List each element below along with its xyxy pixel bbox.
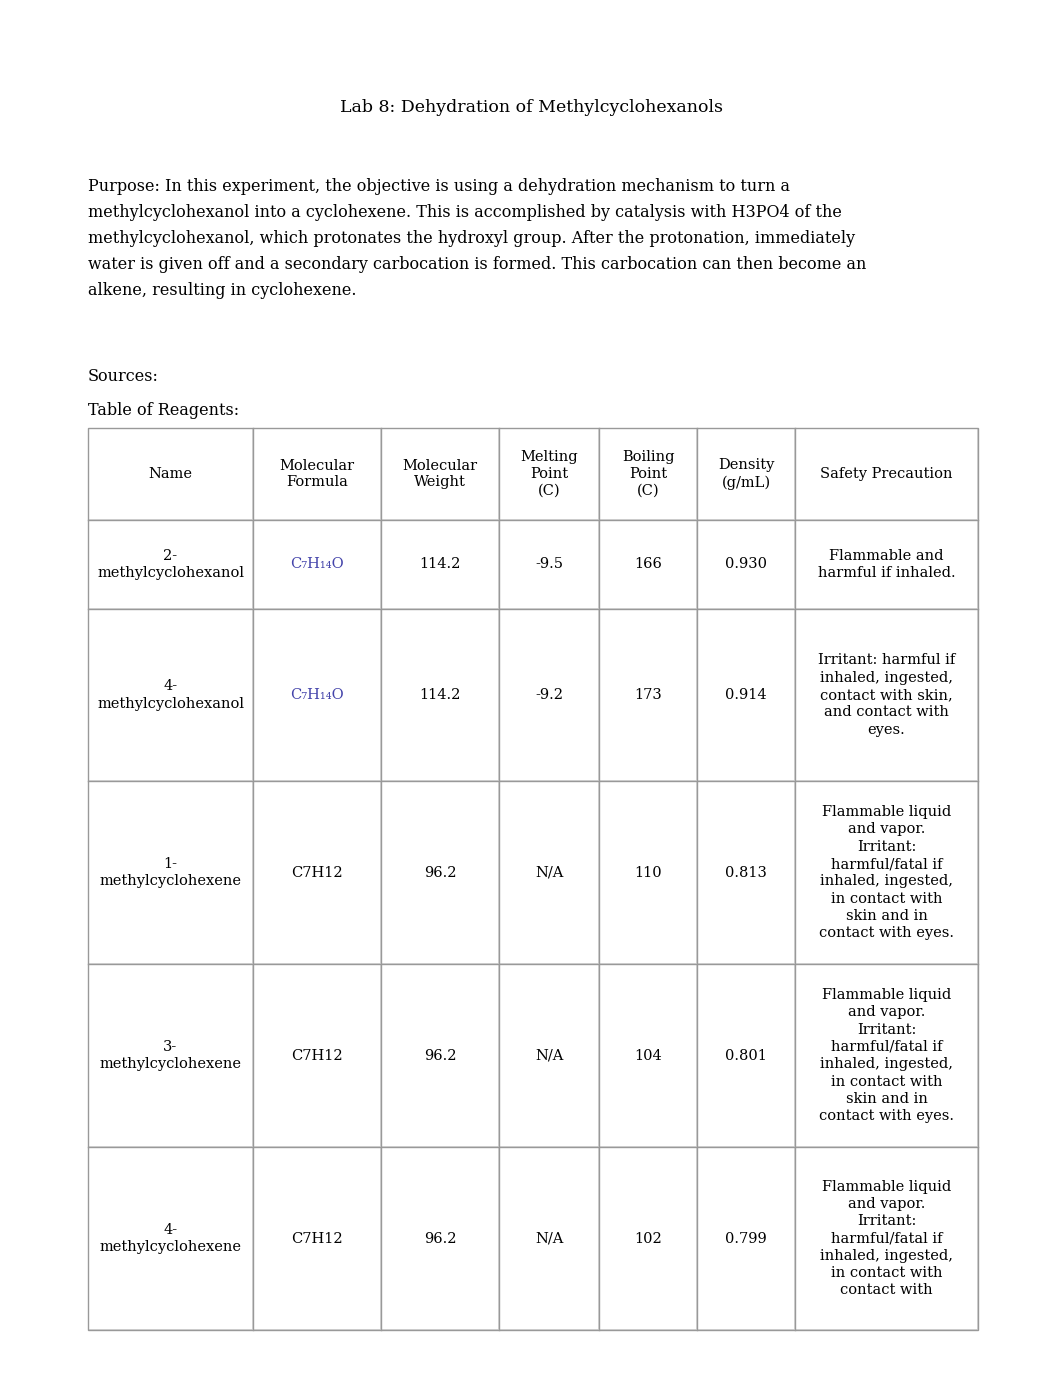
Bar xyxy=(89,610,252,781)
Bar xyxy=(698,430,794,519)
Bar xyxy=(89,430,252,519)
Text: Lab 8: Dehydration of Methylcyclohexanols: Lab 8: Dehydration of Methylcyclohexanol… xyxy=(340,99,722,117)
Text: 114.2: 114.2 xyxy=(419,688,461,702)
Bar xyxy=(89,965,252,1146)
Bar xyxy=(254,965,380,1146)
Text: 173: 173 xyxy=(634,688,662,702)
Bar xyxy=(600,430,696,519)
Text: 2-
methylcyclohexanol: 2- methylcyclohexanol xyxy=(97,549,244,580)
Text: -9.2: -9.2 xyxy=(535,688,563,702)
Text: Boiling
Point
(C): Boiling Point (C) xyxy=(621,450,674,497)
Text: N/A: N/A xyxy=(535,866,563,880)
Bar xyxy=(796,430,977,519)
Text: 0.801: 0.801 xyxy=(725,1049,767,1063)
Bar xyxy=(254,1148,380,1329)
Text: 104: 104 xyxy=(634,1049,662,1063)
Text: Purpose: In this experiment, the objective is using a dehydration mechanism to t: Purpose: In this experiment, the objecti… xyxy=(88,178,790,196)
Text: -9.5: -9.5 xyxy=(535,558,563,571)
Bar xyxy=(796,782,977,963)
Bar xyxy=(500,430,598,519)
Text: N/A: N/A xyxy=(535,1231,563,1246)
Text: Molecular
Formula: Molecular Formula xyxy=(279,459,355,489)
Text: Flammable liquid
and vapor.
Irritant:
harmful/fatal if
inhaled, ingested,
in con: Flammable liquid and vapor. Irritant: ha… xyxy=(820,1180,953,1297)
Bar xyxy=(88,428,978,1330)
Bar xyxy=(254,430,380,519)
Text: 96.2: 96.2 xyxy=(424,1049,457,1063)
Bar xyxy=(89,1148,252,1329)
Text: 102: 102 xyxy=(634,1231,662,1246)
Text: 166: 166 xyxy=(634,558,662,571)
Text: Flammable and
harmful if inhaled.: Flammable and harmful if inhaled. xyxy=(818,549,956,580)
Bar xyxy=(500,1148,598,1329)
Bar xyxy=(500,782,598,963)
Text: Flammable liquid
and vapor.
Irritant:
harmful/fatal if
inhaled, ingested,
in con: Flammable liquid and vapor. Irritant: ha… xyxy=(819,989,954,1124)
Bar xyxy=(796,965,977,1146)
Text: C₇H₁₄O: C₇H₁₄O xyxy=(290,558,344,571)
Bar xyxy=(698,1148,794,1329)
Text: Table of Reagents:: Table of Reagents: xyxy=(88,402,239,419)
Text: methylcyclohexanol into a cyclohexene. This is accomplished by catalysis with H3: methylcyclohexanol into a cyclohexene. T… xyxy=(88,204,842,220)
Text: 114.2: 114.2 xyxy=(419,558,461,571)
Bar xyxy=(382,521,498,607)
Text: 96.2: 96.2 xyxy=(424,1231,457,1246)
Bar xyxy=(600,521,696,607)
Bar xyxy=(254,610,380,781)
Text: N/A: N/A xyxy=(535,1049,563,1063)
Bar xyxy=(254,521,380,607)
Bar xyxy=(382,965,498,1146)
Bar xyxy=(89,782,252,963)
Bar xyxy=(382,430,498,519)
Bar xyxy=(698,610,794,781)
Bar xyxy=(382,610,498,781)
Text: Sources:: Sources: xyxy=(88,368,159,386)
Bar xyxy=(600,782,696,963)
Text: 3-
methylcyclohexene: 3- methylcyclohexene xyxy=(100,1040,241,1071)
Text: Irritant: harmful if
inhaled, ingested,
contact with skin,
and contact with
eyes: Irritant: harmful if inhaled, ingested, … xyxy=(818,654,955,737)
Text: 0.799: 0.799 xyxy=(725,1231,767,1246)
Text: alkene, resulting in cyclohexene.: alkene, resulting in cyclohexene. xyxy=(88,282,357,299)
Text: water is given off and a secondary carbocation is formed. This carbocation can t: water is given off and a secondary carbo… xyxy=(88,256,867,273)
Bar xyxy=(500,965,598,1146)
Text: Name: Name xyxy=(149,467,192,481)
Text: 96.2: 96.2 xyxy=(424,866,457,880)
Bar xyxy=(796,521,977,607)
Bar xyxy=(88,428,978,1330)
Bar xyxy=(254,782,380,963)
Bar xyxy=(796,1148,977,1329)
Bar xyxy=(796,610,977,781)
Bar xyxy=(89,521,252,607)
Text: methylcyclohexanol, which protonates the hydroxyl group. After the protonation, : methylcyclohexanol, which protonates the… xyxy=(88,230,855,246)
Text: 4-
methylcyclohexene: 4- methylcyclohexene xyxy=(100,1223,241,1254)
Text: Molecular
Weight: Molecular Weight xyxy=(402,459,478,489)
Bar xyxy=(698,782,794,963)
Text: Melting
Point
(C): Melting Point (C) xyxy=(520,450,578,497)
Text: Flammable liquid
and vapor.
Irritant:
harmful/fatal if
inhaled, ingested,
in con: Flammable liquid and vapor. Irritant: ha… xyxy=(819,806,954,940)
Bar xyxy=(600,610,696,781)
Bar xyxy=(698,521,794,607)
Text: C7H12: C7H12 xyxy=(291,1231,343,1246)
Text: 110: 110 xyxy=(634,866,662,880)
Bar xyxy=(698,965,794,1146)
Text: C7H12: C7H12 xyxy=(291,1049,343,1063)
Bar xyxy=(600,965,696,1146)
Text: 1-
methylcyclohexene: 1- methylcyclohexene xyxy=(100,856,241,888)
Bar xyxy=(500,610,598,781)
Bar xyxy=(600,1148,696,1329)
Text: C7H12: C7H12 xyxy=(291,866,343,880)
Text: 0.914: 0.914 xyxy=(725,688,767,702)
Bar xyxy=(382,1148,498,1329)
Text: 4-
methylcyclohexanol: 4- methylcyclohexanol xyxy=(97,679,244,711)
Text: C₇H₁₄O: C₇H₁₄O xyxy=(290,688,344,702)
Text: Safety Precaution: Safety Precaution xyxy=(820,467,953,481)
Bar xyxy=(382,782,498,963)
Bar xyxy=(500,521,598,607)
Text: Density
(g/mL): Density (g/mL) xyxy=(718,459,774,490)
Text: 0.930: 0.930 xyxy=(725,558,767,571)
Text: 0.813: 0.813 xyxy=(725,866,767,880)
